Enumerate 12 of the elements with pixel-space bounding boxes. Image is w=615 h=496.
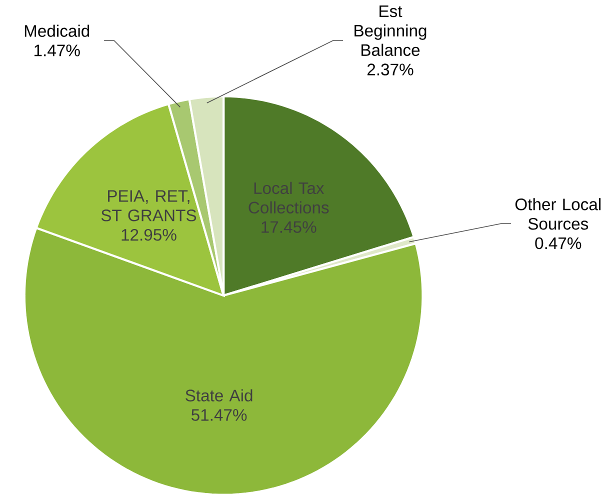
slice-label: PEIA, RET, ST GRANTS [101, 190, 196, 222]
slice-label: Medicaid [24, 24, 90, 37]
data-label: 12.95% [122, 229, 176, 241]
slice-label: Est Beginning Balance [354, 6, 426, 56]
data-label: 2.37% [367, 64, 414, 76]
slice-label: Local Tax Collections [248, 182, 329, 214]
data-label: 51.47% [192, 409, 247, 421]
slice-label: State Aid [186, 389, 252, 402]
data-label: 1.47% [34, 44, 80, 56]
data-label: 0.47% [535, 237, 582, 250]
data-label: 17.45% [262, 221, 316, 233]
slice-label: Other Local Sources [515, 198, 601, 230]
